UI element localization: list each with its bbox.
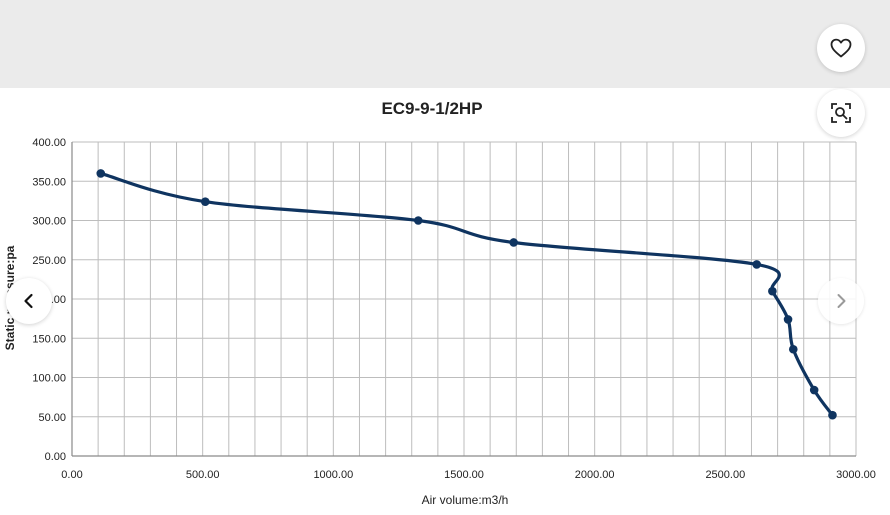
chevron-right-icon xyxy=(837,294,846,308)
x-tick-label: 0.00 xyxy=(61,469,82,481)
data-point xyxy=(783,315,793,324)
data-point xyxy=(96,169,106,178)
y-tick-label: 300.00 xyxy=(32,216,66,228)
data-point xyxy=(752,260,761,269)
chart-area: EC9-9-1/2HP 0.00 500.00 1000.00 1500.00 2000… xyxy=(0,88,890,515)
data-point xyxy=(809,385,819,395)
x-tick-label: 3000.00 xyxy=(836,469,876,481)
tick-labels: 0.00 500.00 1000.00 1500.00 2000.00 2500.00 30… xyxy=(32,137,876,481)
visual-search-button[interactable] xyxy=(817,89,865,137)
data-point xyxy=(768,286,777,296)
data-point xyxy=(788,344,798,354)
image-search-icon xyxy=(831,103,851,123)
data-point xyxy=(413,216,423,225)
x-tick-label: 500.00 xyxy=(186,469,220,481)
data-point xyxy=(828,410,837,420)
x-tick-label: 1000.00 xyxy=(313,469,353,481)
x-tick-label: 2000.00 xyxy=(575,469,615,481)
axes xyxy=(71,142,856,457)
data-point xyxy=(509,238,518,247)
y-tick-label: 100.00 xyxy=(32,373,66,385)
data-point xyxy=(200,197,210,206)
x-axis-label: Air volume:m3/h xyxy=(422,493,509,507)
top-band xyxy=(0,0,890,88)
x-tick-label: 2500.00 xyxy=(705,469,745,481)
y-tick-label: 50.00 xyxy=(38,412,66,424)
data-points xyxy=(96,169,837,420)
next-image-button[interactable] xyxy=(818,278,864,324)
y-tick-label: 250.00 xyxy=(32,255,66,267)
grid-lines xyxy=(72,141,857,456)
y-tick-label: 150.00 xyxy=(32,333,66,345)
favorite-button[interactable] xyxy=(817,24,865,72)
x-tick-label: 1500.00 xyxy=(444,469,484,481)
chevron-left-icon xyxy=(24,293,33,309)
line-chart: EC9-9-1/2HP 0.00 500.00 1000.00 1500.00 2000… xyxy=(3,99,876,507)
y-tick-label: 350.00 xyxy=(32,176,66,188)
prev-image-button[interactable] xyxy=(6,278,52,324)
series-line xyxy=(99,171,835,417)
heart-outline-icon xyxy=(830,38,852,58)
chart-title: EC9-9-1/2HP xyxy=(381,99,482,118)
y-tick-label: 0.00 xyxy=(45,451,66,463)
y-tick-label: 400.00 xyxy=(32,137,66,149)
